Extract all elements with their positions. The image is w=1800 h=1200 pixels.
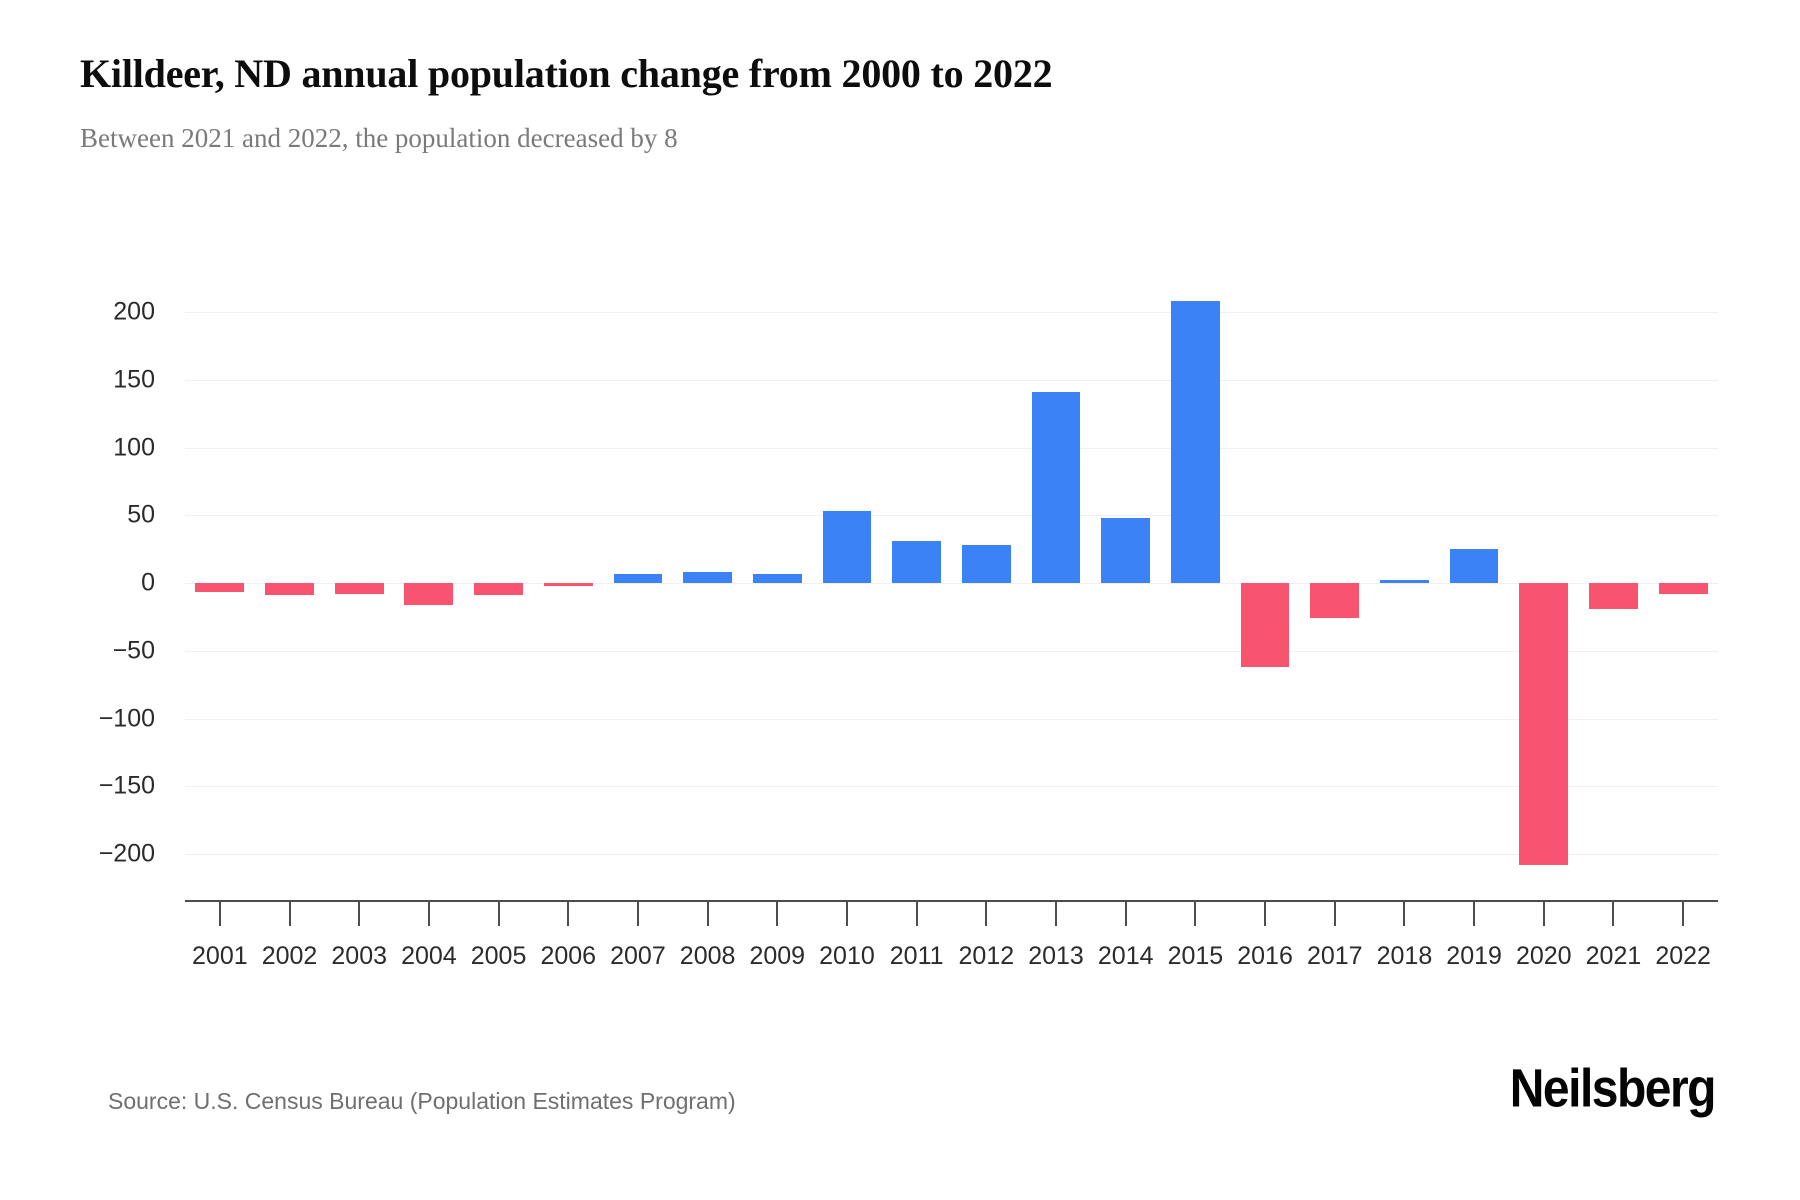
y-axis-tick-label: −150 bbox=[98, 771, 155, 800]
bar-2006[interactable] bbox=[543, 583, 593, 586]
x-axis-tick-label-2021: 2021 bbox=[1585, 942, 1642, 970]
bar-2002[interactable] bbox=[265, 583, 314, 596]
x-axis-tick-label-2005: 2005 bbox=[470, 942, 527, 970]
bar-2014[interactable] bbox=[1101, 517, 1151, 583]
x-axis-tick-label-2013: 2013 bbox=[1028, 942, 1084, 970]
x-axis-tick bbox=[1542, 900, 1545, 926]
gridline bbox=[185, 312, 1718, 313]
y-axis-tick-label: −100 bbox=[98, 704, 155, 732]
gridline bbox=[185, 650, 1718, 652]
x-axis-tick-label-2012: 2012 bbox=[958, 942, 1015, 970]
bar-2005[interactable] bbox=[474, 583, 523, 596]
x-axis-tick-label-2009: 2009 bbox=[749, 942, 806, 970]
x-axis-tick bbox=[1403, 900, 1406, 926]
gridline bbox=[185, 583, 1718, 584]
x-axis-tick bbox=[845, 900, 848, 926]
x-axis-tick-label-2007: 2007 bbox=[610, 942, 666, 970]
gridline bbox=[185, 718, 1718, 720]
page-title: Killdeer, ND annual population change fr… bbox=[80, 51, 1053, 96]
x-axis-tick-label-2002: 2002 bbox=[261, 942, 318, 970]
x-axis-tick bbox=[1264, 900, 1267, 926]
bar-2010[interactable] bbox=[822, 511, 872, 583]
x-axis-tick bbox=[706, 900, 709, 926]
bar-2015[interactable] bbox=[1170, 301, 1220, 583]
x-axis-tick bbox=[1194, 900, 1197, 926]
x-axis-tick-label-2016: 2016 bbox=[1237, 942, 1293, 970]
x-axis-tick bbox=[567, 900, 570, 926]
x-axis-tick-label-2020: 2020 bbox=[1515, 942, 1572, 970]
gridline bbox=[185, 854, 1718, 855]
x-axis-tick-label-2018: 2018 bbox=[1376, 942, 1433, 970]
x-axis-tick-label-2017: 2017 bbox=[1306, 942, 1363, 970]
plot-area bbox=[185, 225, 1718, 900]
bar-2020[interactable] bbox=[1519, 583, 1569, 865]
x-axis-tick-label-2014: 2014 bbox=[1097, 942, 1154, 970]
y-axis-tick-label: 0 bbox=[141, 568, 155, 597]
x-axis-tick-label-2019: 2019 bbox=[1446, 942, 1502, 970]
y-axis-tick-label: 150 bbox=[113, 365, 155, 394]
bar-2016[interactable] bbox=[1240, 583, 1290, 667]
x-axis-tick bbox=[985, 900, 988, 926]
x-axis-tick bbox=[1124, 900, 1127, 926]
y-axis-tick-label: 50 bbox=[127, 500, 155, 529]
x-axis-tick bbox=[636, 900, 639, 926]
bar-2003[interactable] bbox=[334, 583, 384, 594]
bar-2007[interactable] bbox=[613, 573, 663, 583]
x-axis-tick bbox=[1055, 900, 1058, 926]
x-axis-tick-label-2010: 2010 bbox=[819, 942, 875, 970]
bar-2012[interactable] bbox=[961, 545, 1011, 583]
x-axis-tick bbox=[288, 900, 291, 926]
x-axis-tick bbox=[1612, 900, 1615, 926]
bar-2004[interactable] bbox=[404, 583, 454, 605]
bar-2001[interactable] bbox=[195, 583, 245, 593]
gridline bbox=[185, 447, 1718, 449]
x-axis-tick bbox=[218, 900, 221, 926]
x-axis-tick-label-2006: 2006 bbox=[540, 942, 597, 970]
x-axis-line bbox=[185, 900, 1718, 902]
bar-2022[interactable] bbox=[1658, 583, 1708, 594]
x-axis-tick bbox=[1333, 900, 1336, 926]
x-axis-tick bbox=[1682, 900, 1685, 926]
bar-2011[interactable] bbox=[892, 540, 942, 583]
x-axis-tick bbox=[358, 900, 361, 926]
bar-2021[interactable] bbox=[1589, 583, 1638, 609]
x-axis-tick-label-2001: 2001 bbox=[192, 942, 248, 970]
x-axis-tick-label-2011: 2011 bbox=[889, 942, 944, 970]
bar-2008[interactable] bbox=[683, 572, 732, 583]
x-axis-tick bbox=[497, 900, 500, 926]
bar-2013[interactable] bbox=[1031, 391, 1081, 583]
x-axis-tick-label-2008: 2008 bbox=[679, 942, 736, 970]
x-axis-tick bbox=[427, 900, 430, 926]
x-axis-tick bbox=[776, 900, 779, 926]
source-note: Source: U.S. Census Bureau (Population E… bbox=[108, 1088, 736, 1114]
bar-2018[interactable] bbox=[1380, 580, 1429, 583]
y-axis-tick-label: −50 bbox=[112, 636, 155, 665]
y-axis-tick-label: −200 bbox=[98, 839, 155, 868]
bar-2009[interactable] bbox=[752, 573, 802, 583]
x-axis-tick-label-2004: 2004 bbox=[401, 942, 457, 970]
gridline bbox=[185, 379, 1718, 381]
x-axis-tick bbox=[1473, 900, 1476, 926]
x-axis-tick-label-2022: 2022 bbox=[1655, 942, 1711, 970]
bar-2019[interactable] bbox=[1449, 549, 1499, 583]
brand-logo: Neilsberg bbox=[1509, 1059, 1717, 1119]
chart-subtitle: Between 2021 and 2022, the population de… bbox=[80, 123, 678, 153]
x-axis-tick bbox=[915, 900, 918, 926]
gridline bbox=[185, 786, 1718, 788]
gridline bbox=[185, 515, 1718, 517]
bar-2017[interactable] bbox=[1310, 583, 1360, 619]
y-axis-tick-label: 100 bbox=[113, 433, 155, 461]
y-axis-tick-label: 200 bbox=[113, 297, 155, 326]
x-axis-tick-label-2015: 2015 bbox=[1167, 942, 1224, 970]
x-axis-tick-label-2003: 2003 bbox=[331, 942, 388, 970]
